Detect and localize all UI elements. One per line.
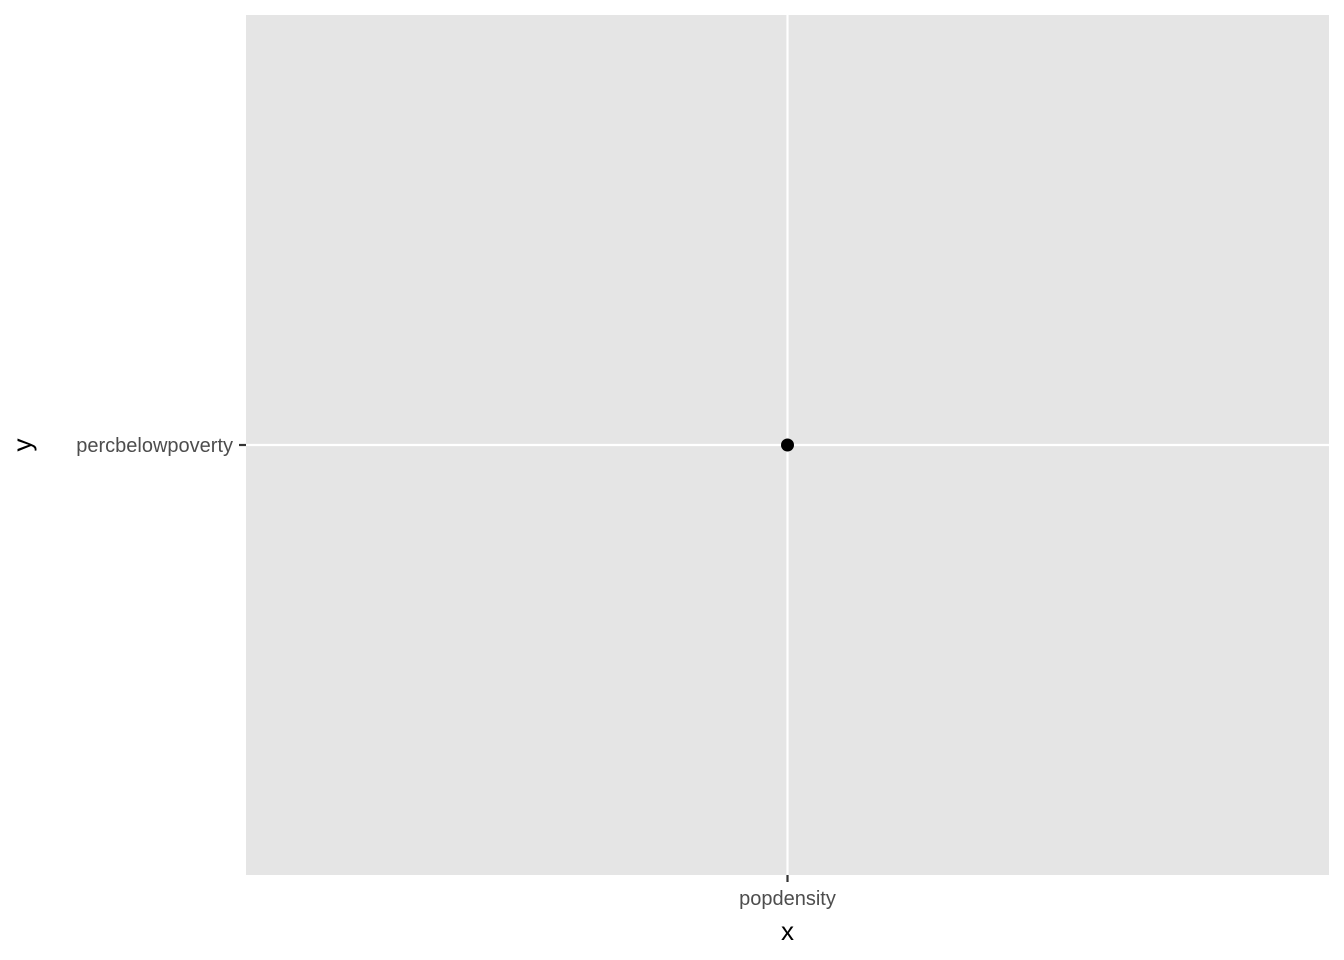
- x-tick-labels: popdensity: [739, 888, 836, 910]
- y-tick-labels: percbelowpoverty: [76, 435, 233, 457]
- y-axis-title: y: [7, 439, 37, 452]
- data-points: [781, 438, 794, 452]
- x-axis-title: x: [781, 916, 794, 946]
- y-tick-label: percbelowpoverty: [76, 435, 233, 457]
- tick-marks: [239, 443, 789, 882]
- x-tick-label: popdensity: [739, 888, 836, 910]
- data-point: [781, 438, 794, 452]
